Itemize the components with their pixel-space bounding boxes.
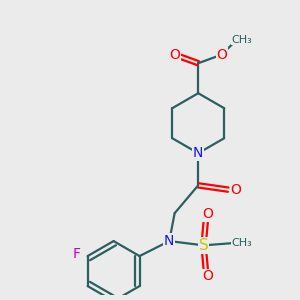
Text: CH₃: CH₃ — [232, 34, 253, 45]
Text: O: O — [169, 48, 180, 62]
Text: S: S — [199, 238, 208, 253]
Text: F: F — [73, 247, 81, 261]
Text: CH₃: CH₃ — [232, 238, 253, 248]
Text: O: O — [202, 207, 213, 221]
Text: O: O — [216, 48, 227, 62]
Text: N: N — [164, 234, 175, 248]
Text: O: O — [230, 183, 241, 196]
Text: N: N — [193, 146, 203, 160]
Text: O: O — [202, 269, 213, 284]
